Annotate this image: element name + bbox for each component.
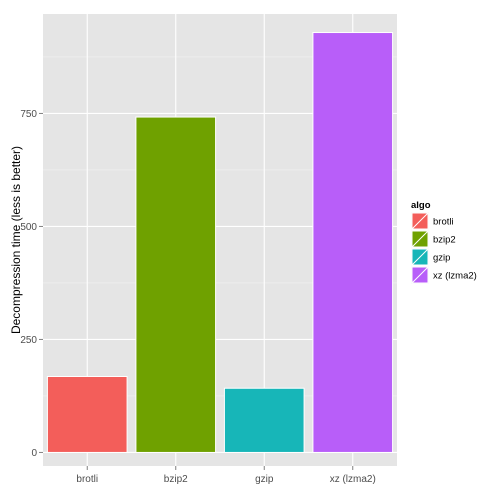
x-tick-label: brotli [76, 474, 98, 485]
bar-brotli [46, 376, 128, 453]
legend-key-slash [411, 230, 429, 248]
y-tick-label: 500 [20, 222, 37, 233]
x-tick-label: xz (lzma2) [330, 474, 376, 485]
legend-key-slash [411, 248, 429, 266]
x-axis: brotli bzip2 gzip xz (lzma2) [76, 466, 376, 485]
y-tick-label: 250 [20, 335, 37, 346]
bars [46, 32, 394, 453]
bar-xz-lzma2 [312, 32, 394, 453]
bar-bzip2 [135, 116, 217, 453]
x-tick-label: bzip2 [164, 474, 188, 485]
legend-label: bzip2 [433, 235, 456, 246]
x-tick-label: gzip [255, 474, 274, 485]
legend: algo brotli bzip2 gzip xz (lzma2) [410, 200, 477, 285]
legend-title: algo [411, 200, 431, 211]
legend-key-slash [411, 266, 429, 284]
y-axis-title: Decompression time (less is better) [9, 146, 23, 334]
legend-label: xz (lzma2) [433, 271, 477, 282]
legend-label: gzip [433, 253, 450, 264]
legend-key-slash [411, 212, 429, 230]
y-axis: 0 250 500 750 [20, 109, 43, 459]
bar-gzip [223, 387, 305, 453]
legend-label: brotli [433, 217, 454, 228]
y-tick-label: 0 [31, 448, 37, 459]
y-tick-label: 750 [20, 109, 37, 120]
